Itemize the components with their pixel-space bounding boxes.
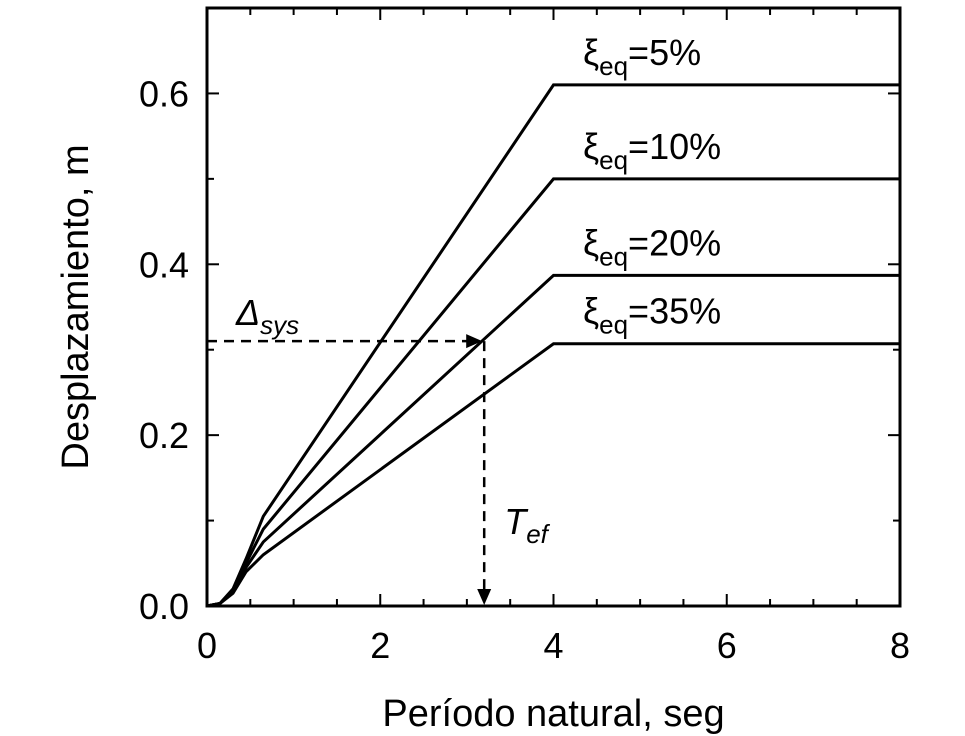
y-tick-label: 0.4 xyxy=(139,244,189,285)
x-tick-label: 6 xyxy=(717,625,737,666)
series-line xyxy=(206,342,900,608)
arrowhead xyxy=(477,589,492,605)
x-tick-label: 0 xyxy=(197,625,217,666)
annotations: Δsys Tef xyxy=(235,292,551,549)
plot-frame xyxy=(205,6,902,608)
series-line xyxy=(206,273,900,608)
series-lines xyxy=(206,83,900,608)
x-tick-label: 2 xyxy=(370,625,390,666)
series-label: ξeq=20% xyxy=(583,222,721,271)
arrowhead xyxy=(466,334,483,349)
x-axis-label: Período natural, seg xyxy=(382,693,724,735)
y-tick-label: 0.2 xyxy=(139,415,189,456)
axis-ticks xyxy=(206,7,901,607)
y-tick-label: 0.6 xyxy=(139,73,189,114)
delta-sys-label: Δsys xyxy=(235,292,299,340)
tick-labels: 0 2 4 6 8 0.0 0.2 0.4 0.6 xyxy=(139,73,910,666)
y-axis-label: Desplazamiento, m xyxy=(55,144,97,469)
series-labels: ξeq=5% ξeq=10% ξeq=20% ξeq=35% xyxy=(583,32,721,340)
guide-lines xyxy=(207,334,492,605)
series-label: ξeq=5% xyxy=(583,32,701,81)
x-tick-label: 4 xyxy=(543,625,563,666)
y-tick-label: 0.0 xyxy=(139,586,189,627)
x-tick-label: 8 xyxy=(890,625,910,666)
t-ef-label: Tef xyxy=(504,501,550,549)
series-label: ξeq=10% xyxy=(583,126,721,175)
series-label: ξeq=35% xyxy=(583,291,721,340)
series-line xyxy=(206,177,900,608)
